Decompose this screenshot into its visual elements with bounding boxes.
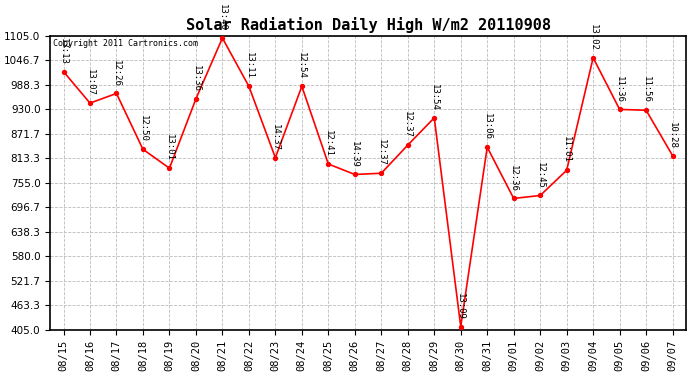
Text: 12:50: 12:50	[139, 116, 148, 142]
Point	[376, 170, 387, 176]
Text: 12:37: 12:37	[403, 111, 412, 138]
Text: 13:01: 13:01	[165, 134, 174, 161]
Text: 13:02: 13:02	[589, 24, 598, 51]
Text: 13:40: 13:40	[218, 4, 227, 31]
Text: 13:11: 13:11	[244, 53, 253, 80]
Point	[296, 83, 307, 89]
Point	[137, 146, 148, 152]
Text: 11:56: 11:56	[642, 76, 651, 103]
Text: 13:06: 13:06	[483, 113, 492, 140]
Text: 11:01: 11:01	[562, 136, 571, 164]
Text: 12:54: 12:54	[297, 53, 306, 80]
Text: 13:09: 13:09	[456, 292, 465, 320]
Point	[482, 144, 493, 150]
Point	[561, 167, 572, 173]
Text: 10:28: 10:28	[668, 122, 677, 148]
Title: Solar Radiation Daily High W/m2 20110908: Solar Radiation Daily High W/m2 20110908	[186, 17, 551, 33]
Point	[349, 171, 360, 177]
Point	[588, 55, 599, 61]
Point	[455, 324, 466, 330]
Point	[217, 35, 228, 41]
Point	[667, 153, 678, 159]
Point	[84, 100, 95, 106]
Text: 14:37: 14:37	[271, 124, 280, 151]
Point	[402, 142, 413, 148]
Point	[111, 90, 122, 96]
Point	[190, 96, 201, 102]
Point	[508, 195, 519, 201]
Text: 12:26: 12:26	[112, 60, 121, 87]
Text: 14:39: 14:39	[351, 141, 359, 168]
Point	[323, 161, 334, 167]
Text: 13:36: 13:36	[191, 65, 200, 92]
Point	[428, 115, 440, 121]
Text: 12:37: 12:37	[377, 140, 386, 166]
Point	[270, 155, 281, 161]
Point	[614, 106, 625, 112]
Text: 13:54: 13:54	[430, 84, 439, 111]
Point	[535, 192, 546, 198]
Text: Copyright 2011 Cartronics.com: Copyright 2011 Cartronics.com	[53, 39, 199, 48]
Text: 13:13: 13:13	[59, 38, 68, 64]
Point	[244, 83, 255, 89]
Text: 12:41: 12:41	[324, 130, 333, 157]
Text: 12:45: 12:45	[535, 162, 544, 189]
Text: 12:36: 12:36	[509, 165, 518, 192]
Text: 13:07: 13:07	[86, 69, 95, 96]
Point	[164, 165, 175, 171]
Point	[640, 107, 651, 113]
Point	[58, 69, 69, 75]
Text: 11:36: 11:36	[615, 76, 624, 102]
